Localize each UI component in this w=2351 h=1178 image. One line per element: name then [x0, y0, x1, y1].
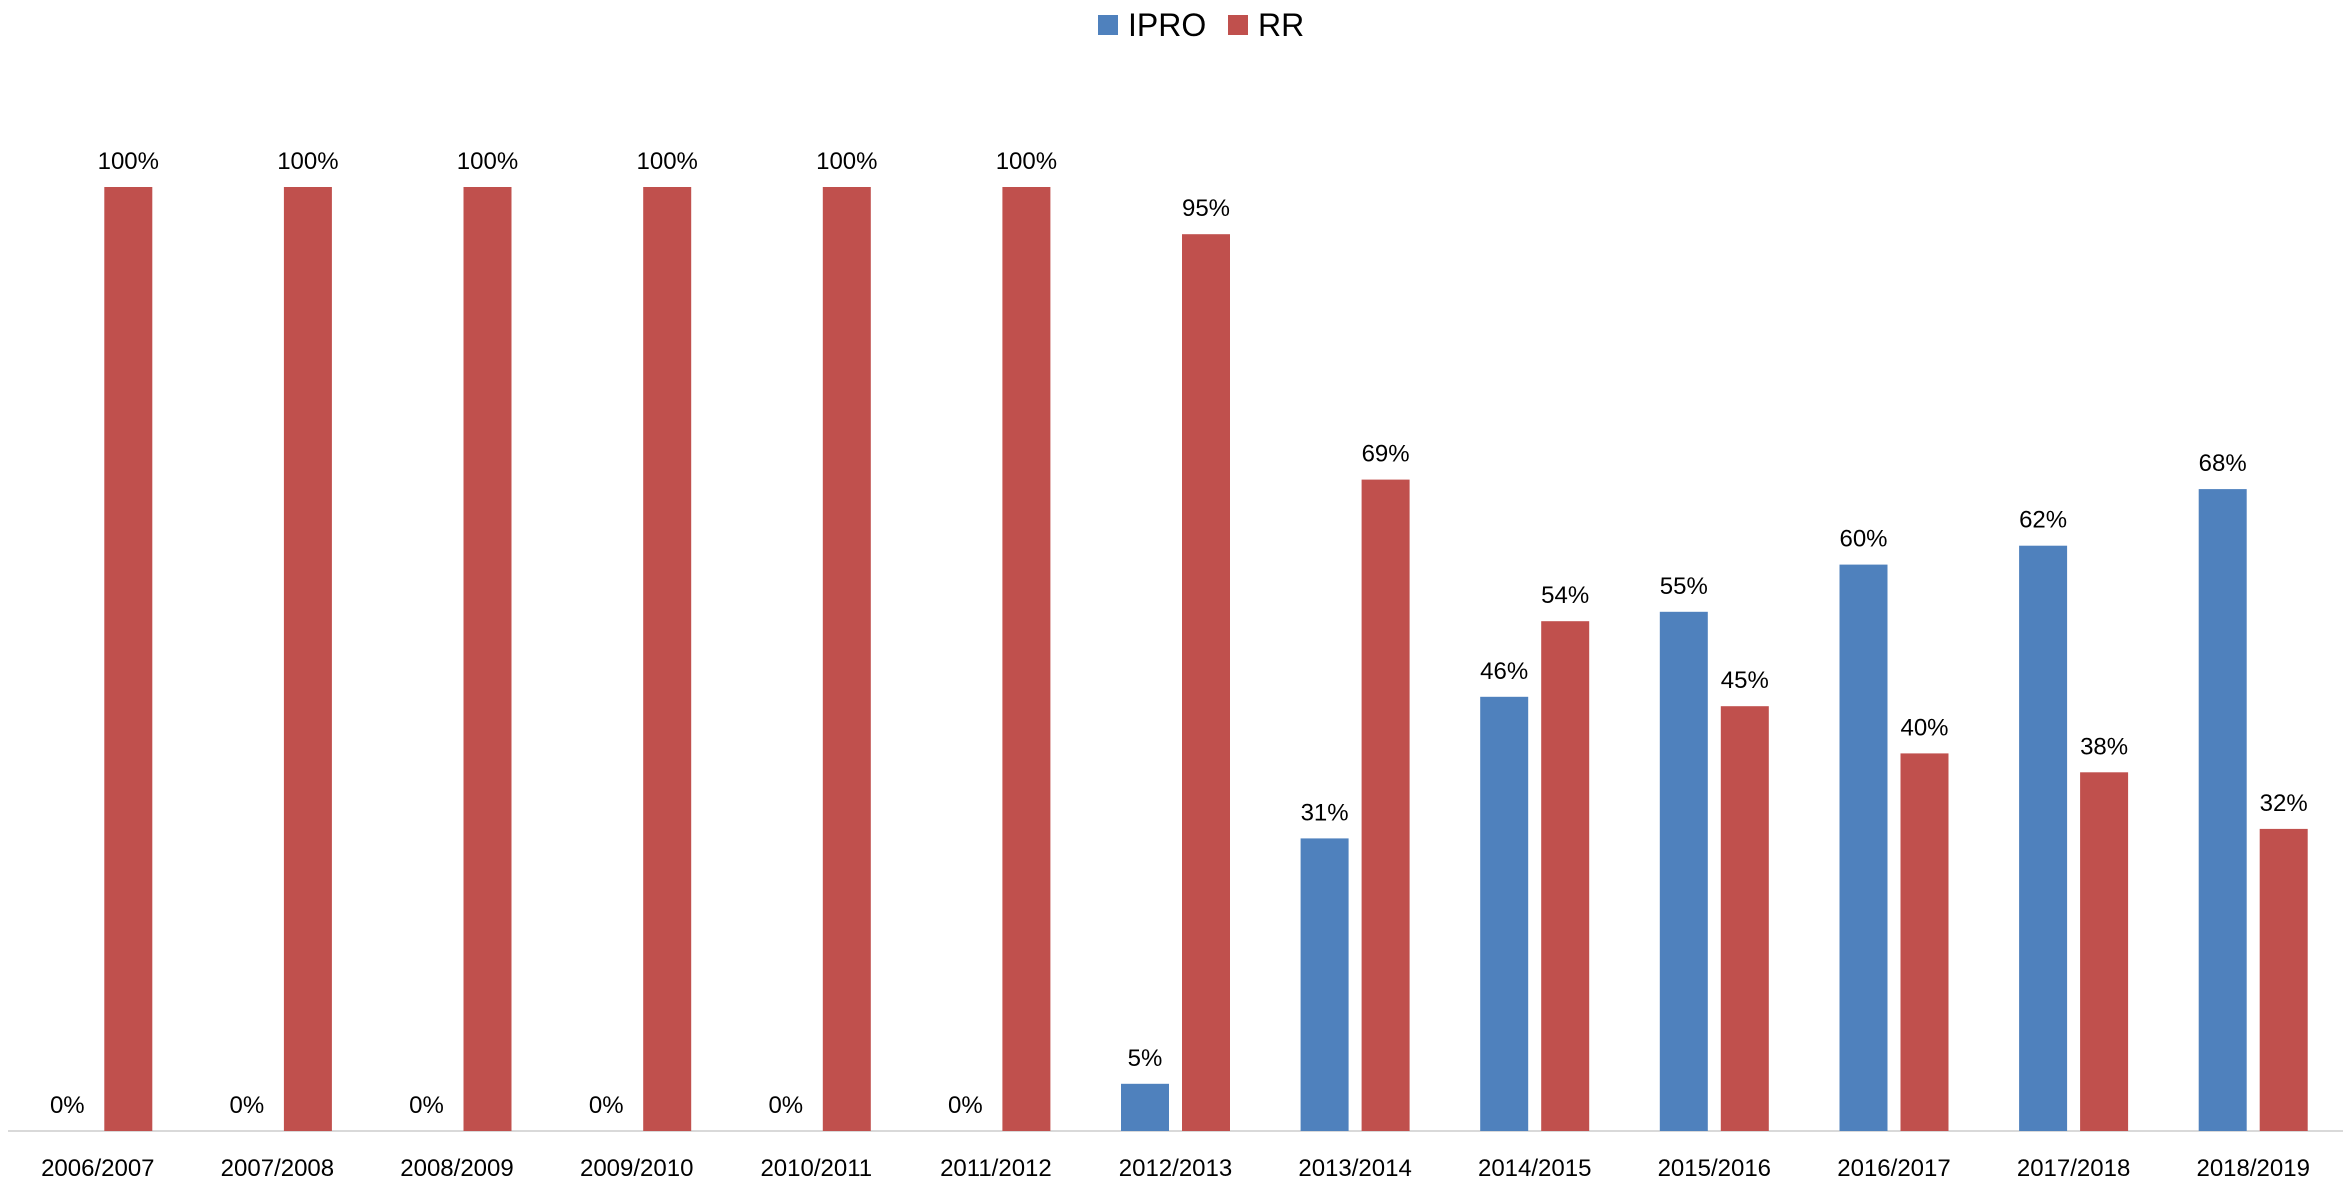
- bar-ipro-2018-2019: [2198, 489, 2247, 1132]
- data-label-rr-2012-2013: 95%: [1182, 195, 1230, 222]
- data-label-rr-2010-2011: 100%: [816, 148, 877, 175]
- bar-rr-2010-2011: [822, 187, 871, 1131]
- bar-ipro-2016-2017: [1839, 564, 1888, 1131]
- bar-rr-2013-2014: [1361, 479, 1410, 1132]
- data-label-ipro-2017-2018: 62%: [2019, 507, 2067, 534]
- data-label-ipro-2008-2009: 0%: [409, 1092, 444, 1119]
- bar-rr-2008-2009: [463, 187, 512, 1131]
- bar-rr-2016-2017: [1900, 753, 1949, 1131]
- data-labels-layer: 0% 100% 0% 100% 0% 100% 0% 100% 0% 100% 0% 100% 5% 95…: [50, 148, 2308, 1119]
- x-tick-label-2007-2008: 2007/2008: [221, 1155, 334, 1178]
- data-label-ipro-2009-2010: 0%: [589, 1092, 624, 1119]
- bar-rr-2006-2007: [104, 187, 153, 1131]
- bar-ipro-2017-2018: [2019, 545, 2068, 1131]
- data-label-ipro-2015-2016: 55%: [1660, 573, 1708, 600]
- data-label-ipro-2013-2014: 31%: [1301, 799, 1349, 826]
- data-label-rr-2016-2017: 40%: [1900, 714, 1948, 741]
- x-tick-label-2014-2015: 2014/2015: [1478, 1155, 1591, 1178]
- x-tick-label-2008-2009: 2008/2009: [400, 1155, 513, 1178]
- legend: IPRO RR: [1098, 7, 1304, 43]
- bar-ipro-2015-2016: [1659, 611, 1708, 1131]
- legend-label-ipro: IPRO: [1128, 7, 1206, 43]
- bar-rr-2009-2010: [643, 187, 692, 1131]
- bar-rr-2012-2013: [1182, 234, 1230, 1131]
- x-tick-label-2018-2019: 2018/2019: [2196, 1155, 2309, 1178]
- data-label-rr-2015-2016: 45%: [1721, 667, 1769, 694]
- data-label-rr-2014-2015: 54%: [1541, 582, 1589, 609]
- legend-swatch-rr: [1228, 15, 1248, 35]
- x-tick-label-2011-2012: 2011/2012: [940, 1155, 1052, 1178]
- x-tick-label-2012-2013: 2012/2013: [1119, 1155, 1232, 1178]
- x-tick-label-2017-2018: 2017/2018: [2017, 1155, 2130, 1178]
- bar-rr-2014-2015: [1541, 621, 1590, 1131]
- data-label-ipro-2011-2012: 0%: [948, 1092, 983, 1119]
- data-label-rr-2009-2010: 100%: [637, 148, 698, 175]
- data-label-ipro-2014-2015: 46%: [1480, 658, 1528, 685]
- x-tick-label-2016-2017: 2016/2017: [1837, 1155, 1950, 1178]
- data-label-rr-2008-2009: 100%: [457, 148, 518, 175]
- data-label-ipro-2007-2008: 0%: [230, 1092, 265, 1119]
- bar-ipro-2013-2014: [1300, 838, 1349, 1131]
- data-label-ipro-2016-2017: 60%: [1839, 526, 1887, 553]
- x-tick-label-2013-2014: 2013/2014: [1298, 1155, 1411, 1178]
- data-label-rr-2007-2008: 100%: [277, 148, 338, 175]
- data-label-ipro-2012-2013: 5%: [1128, 1045, 1163, 1072]
- bar-rr-2015-2016: [1720, 706, 1769, 1131]
- bars-layer: [104, 187, 2308, 1132]
- legend-swatch-ipro: [1098, 15, 1118, 35]
- bar-rr-2018-2019: [2259, 828, 2308, 1131]
- x-tick-labels-layer: 2006/2007 2007/2008 2008/2009 2009/2010 2010…: [41, 1155, 2310, 1178]
- x-tick-label-2009-2010: 2009/2010: [580, 1155, 693, 1178]
- x-tick-label-2015-2016: 2015/2016: [1658, 1155, 1771, 1178]
- bar-ipro-2012-2013: [1121, 1083, 1169, 1131]
- x-tick-label-2006-2007: 2006/2007: [41, 1155, 154, 1178]
- data-label-rr-2011-2012: 100%: [996, 148, 1057, 175]
- legend-label-rr: RR: [1258, 7, 1304, 43]
- data-label-ipro-2010-2011: 0%: [768, 1092, 803, 1119]
- bar-rr-2017-2018: [2080, 772, 2129, 1131]
- data-label-rr-2006-2007: 100%: [98, 148, 159, 175]
- bar-rr-2007-2008: [283, 187, 332, 1131]
- data-label-ipro-2018-2019: 68%: [2199, 450, 2247, 477]
- data-label-ipro-2006-2007: 0%: [50, 1092, 85, 1119]
- data-label-rr-2013-2014: 69%: [1362, 441, 1410, 468]
- data-label-rr-2017-2018: 38%: [2080, 733, 2128, 760]
- bar-ipro-2014-2015: [1480, 696, 1529, 1131]
- bar-rr-2011-2012: [1002, 187, 1051, 1131]
- data-label-rr-2018-2019: 32%: [2260, 790, 2308, 817]
- x-tick-label-2010-2011: 2010/2011: [760, 1155, 872, 1178]
